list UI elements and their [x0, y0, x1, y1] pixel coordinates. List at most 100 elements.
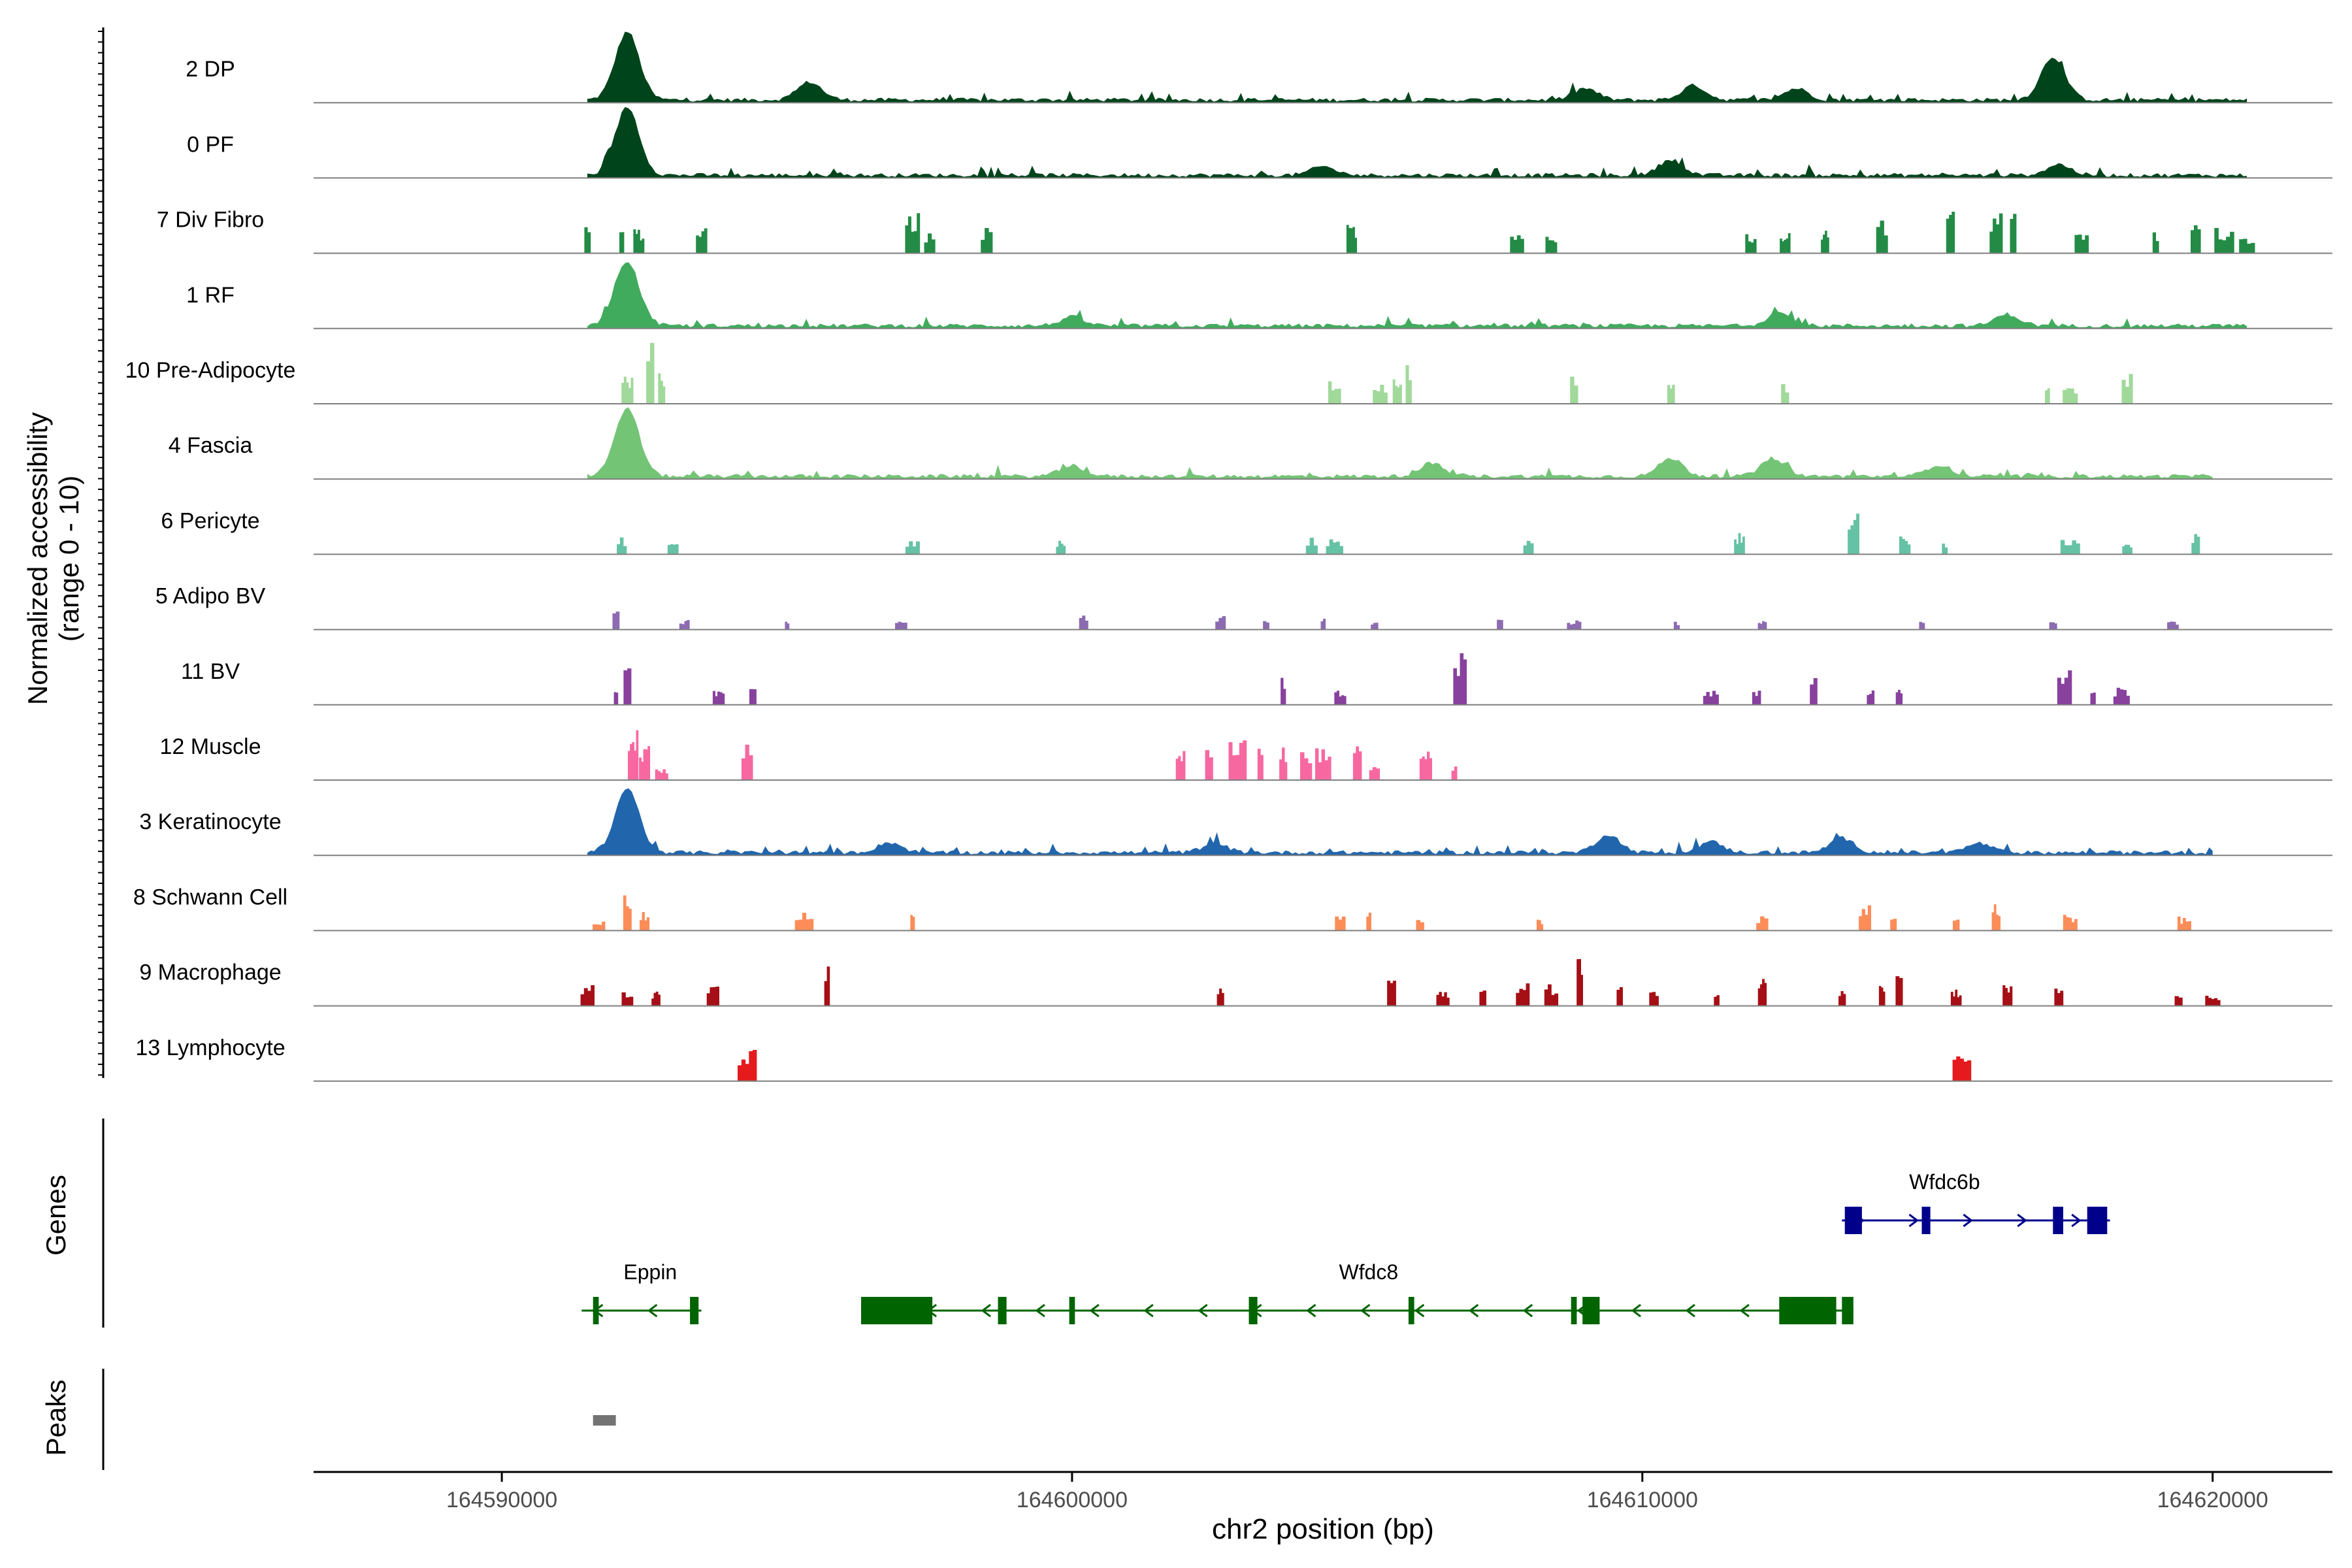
track-peak-bar: [2230, 231, 2234, 253]
track-peak-bar: [1652, 992, 1656, 1006]
track-peak: [1616, 987, 1623, 1006]
track-peak-bar: [1736, 544, 1739, 555]
track-peak-bar: [1785, 392, 1789, 404]
track-peak-bar: [1313, 545, 1318, 555]
track-peak-bar: [706, 993, 710, 1006]
track-2-dp: 2 DP: [186, 31, 2332, 104]
track-peak-bar: [1950, 992, 1953, 1006]
track-peak: [1780, 233, 1791, 253]
track-peak-bar: [658, 373, 661, 404]
gene-exon: [861, 1297, 933, 1324]
track-peak: [2239, 238, 2255, 253]
track-peak-bar: [642, 912, 645, 931]
track-peak: [639, 746, 651, 780]
x-axis-title: chr2 position (bp): [1212, 1513, 1434, 1545]
track-peak-bar: [2226, 237, 2230, 253]
track-peak-bar: [2093, 693, 2096, 705]
track-peak-bar: [1757, 691, 1761, 705]
track-peak-bar: [1955, 919, 1960, 931]
track-peak-bar: [1757, 623, 1761, 630]
track-peak-bar: [1079, 617, 1083, 630]
track-peak-bar: [1526, 540, 1531, 555]
track-peak-bar: [1570, 376, 1575, 404]
track-peak-bar: [644, 920, 647, 931]
track-peak: [1453, 653, 1467, 705]
track-peak-bar: [2085, 235, 2089, 253]
track-peak: [1838, 991, 1846, 1006]
track-peak-bar: [1740, 542, 1743, 555]
track-label-5-adipo-bv: 5 Adipo BV: [155, 584, 266, 609]
track-peak: [1953, 919, 1960, 931]
track-peak-bar: [1228, 742, 1233, 780]
track-peak-bar: [623, 670, 628, 705]
track-peak-bar: [901, 623, 905, 630]
track-peak-bar: [2172, 621, 2176, 630]
track-peak-bar: [1899, 977, 1903, 1006]
track-peak-bar: [2180, 923, 2183, 931]
track-peak-bar: [653, 992, 657, 1006]
track-peak-bar: [912, 917, 915, 931]
track-peak-bar: [2194, 225, 2198, 253]
track-peak-bar: [2071, 922, 2075, 931]
track-peak-bar: [1759, 984, 1763, 1006]
track-peak-bar: [924, 242, 928, 253]
track-peak-bar: [657, 771, 661, 780]
track-peak: [1371, 623, 1379, 630]
track-peak-bar: [1649, 992, 1653, 1006]
track-peak-bar: [1655, 996, 1659, 1006]
track-4-fascia: 4 Fascia: [169, 407, 2332, 480]
track-peak: [646, 342, 655, 404]
track-signal-1-rf: [587, 262, 2247, 329]
track-peak: [1714, 995, 1720, 1006]
track-peak-bar: [1780, 238, 1782, 253]
track-peak: [910, 915, 915, 931]
gene-label-wfdc8: Wfdc8: [1339, 1260, 1398, 1284]
track-peak-bar: [1422, 756, 1425, 780]
track-peak-bar: [1395, 385, 1398, 404]
track-peak-bar: [583, 988, 588, 1006]
track-peak-bar: [1764, 983, 1767, 1006]
track-peak-bar: [612, 613, 617, 630]
track-peak-bar: [1372, 767, 1377, 780]
track-peak-bar: [1260, 755, 1264, 780]
track-peak-bar: [1305, 546, 1311, 555]
track-peak-bar: [1300, 752, 1305, 780]
track-peak-bar: [1959, 995, 1962, 1006]
track-peak-bar: [911, 231, 915, 253]
peaks-panel-label: Peaks: [41, 1380, 71, 1456]
track-peak-bar: [640, 240, 643, 253]
track-peak-bar: [1848, 529, 1851, 555]
track-peak-bar: [628, 387, 631, 404]
track-peak-bar: [806, 919, 810, 931]
track-peak: [749, 689, 757, 705]
track-peak-bar: [2047, 388, 2050, 404]
track-peak-bar: [619, 232, 622, 253]
track-peak: [924, 233, 936, 253]
track-peak-bar: [1281, 678, 1284, 705]
track-10-pre-adipocyte: 10 Pre-Adipocyte: [125, 342, 2332, 404]
track-peak-bar: [1373, 390, 1377, 404]
track-peak-bar: [1348, 227, 1351, 253]
track-peak-bar: [1243, 740, 1247, 780]
gene-strand-arrow: [1306, 1303, 1316, 1318]
track-peak-bar: [1884, 235, 1888, 253]
track-peak-bar: [1183, 751, 1186, 780]
track-peak-bar: [687, 620, 690, 630]
track-peak: [1649, 992, 1659, 1006]
track-peak-bar: [1676, 625, 1680, 630]
track-peak-bar: [2068, 670, 2072, 705]
track-peak: [1745, 234, 1757, 253]
track-peak-bar: [1380, 384, 1384, 404]
track-peak: [2177, 916, 2191, 931]
track-peak: [623, 895, 632, 931]
track-peak: [1848, 514, 1859, 555]
track-peak-bar: [1399, 384, 1402, 404]
track-peak-bar: [670, 544, 674, 555]
track-peak-bar: [613, 692, 617, 705]
track-peak-bar: [2113, 696, 2117, 705]
track-peak: [2049, 622, 2057, 630]
track-peak: [1228, 740, 1247, 780]
track-peak-bar: [2063, 389, 2067, 404]
track-peak: [1950, 989, 1962, 1006]
track-peak-bar: [1334, 389, 1338, 404]
